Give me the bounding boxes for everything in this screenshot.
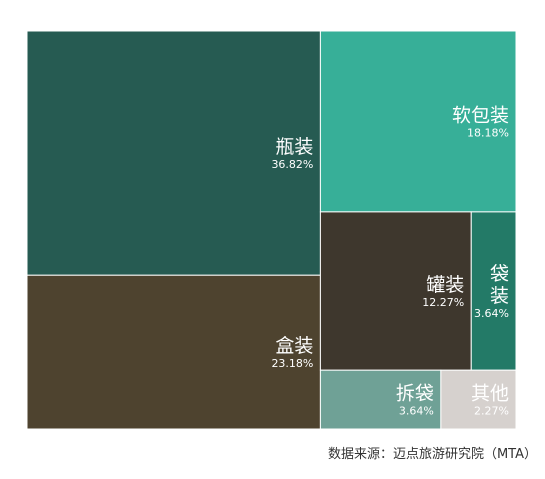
treemap-cell-bag: 袋装3.64%	[470, 211, 517, 371]
treemap-cell-split-bag: 拆袋3.64%	[319, 369, 442, 430]
treemap-rect-can	[319, 211, 472, 371]
treemap-label-other: 其他	[471, 383, 509, 405]
treemap-value-soft-pack: 18.18%	[467, 126, 509, 139]
treemap-cell-other: 其他2.27%	[440, 369, 517, 430]
treemap-rect-split-bag	[319, 369, 442, 430]
treemap-rect-other	[440, 369, 517, 430]
treemap-label-box: 盒装	[275, 335, 313, 357]
treemap-label-split-bag: 拆袋	[396, 383, 434, 405]
treemap-value-bag: 3.64%	[474, 307, 509, 320]
treemap-label-bag-line-2: 装	[490, 285, 509, 307]
treemap-label-soft-pack: 软包装	[452, 104, 509, 126]
treemap-value-can: 12.27%	[422, 296, 464, 309]
treemap-rect-soft-pack	[319, 30, 517, 213]
treemap-label-bottle: 瓶装	[275, 136, 313, 158]
data-source-note: 数据来源：迈点旅游研究院（MTA）	[327, 447, 537, 462]
treemap-label-can: 罐装	[426, 274, 464, 296]
treemap-label-bag-line-1: 袋	[490, 263, 509, 285]
treemap-value-box: 23.18%	[271, 357, 313, 370]
treemap-value-other: 2.27%	[474, 405, 509, 418]
treemap-value-bottle: 36.82%	[271, 158, 313, 171]
treemap-rect-box	[26, 274, 321, 430]
treemap-rect-bottle	[26, 30, 321, 276]
treemap-value-split-bag: 3.64%	[399, 405, 434, 418]
